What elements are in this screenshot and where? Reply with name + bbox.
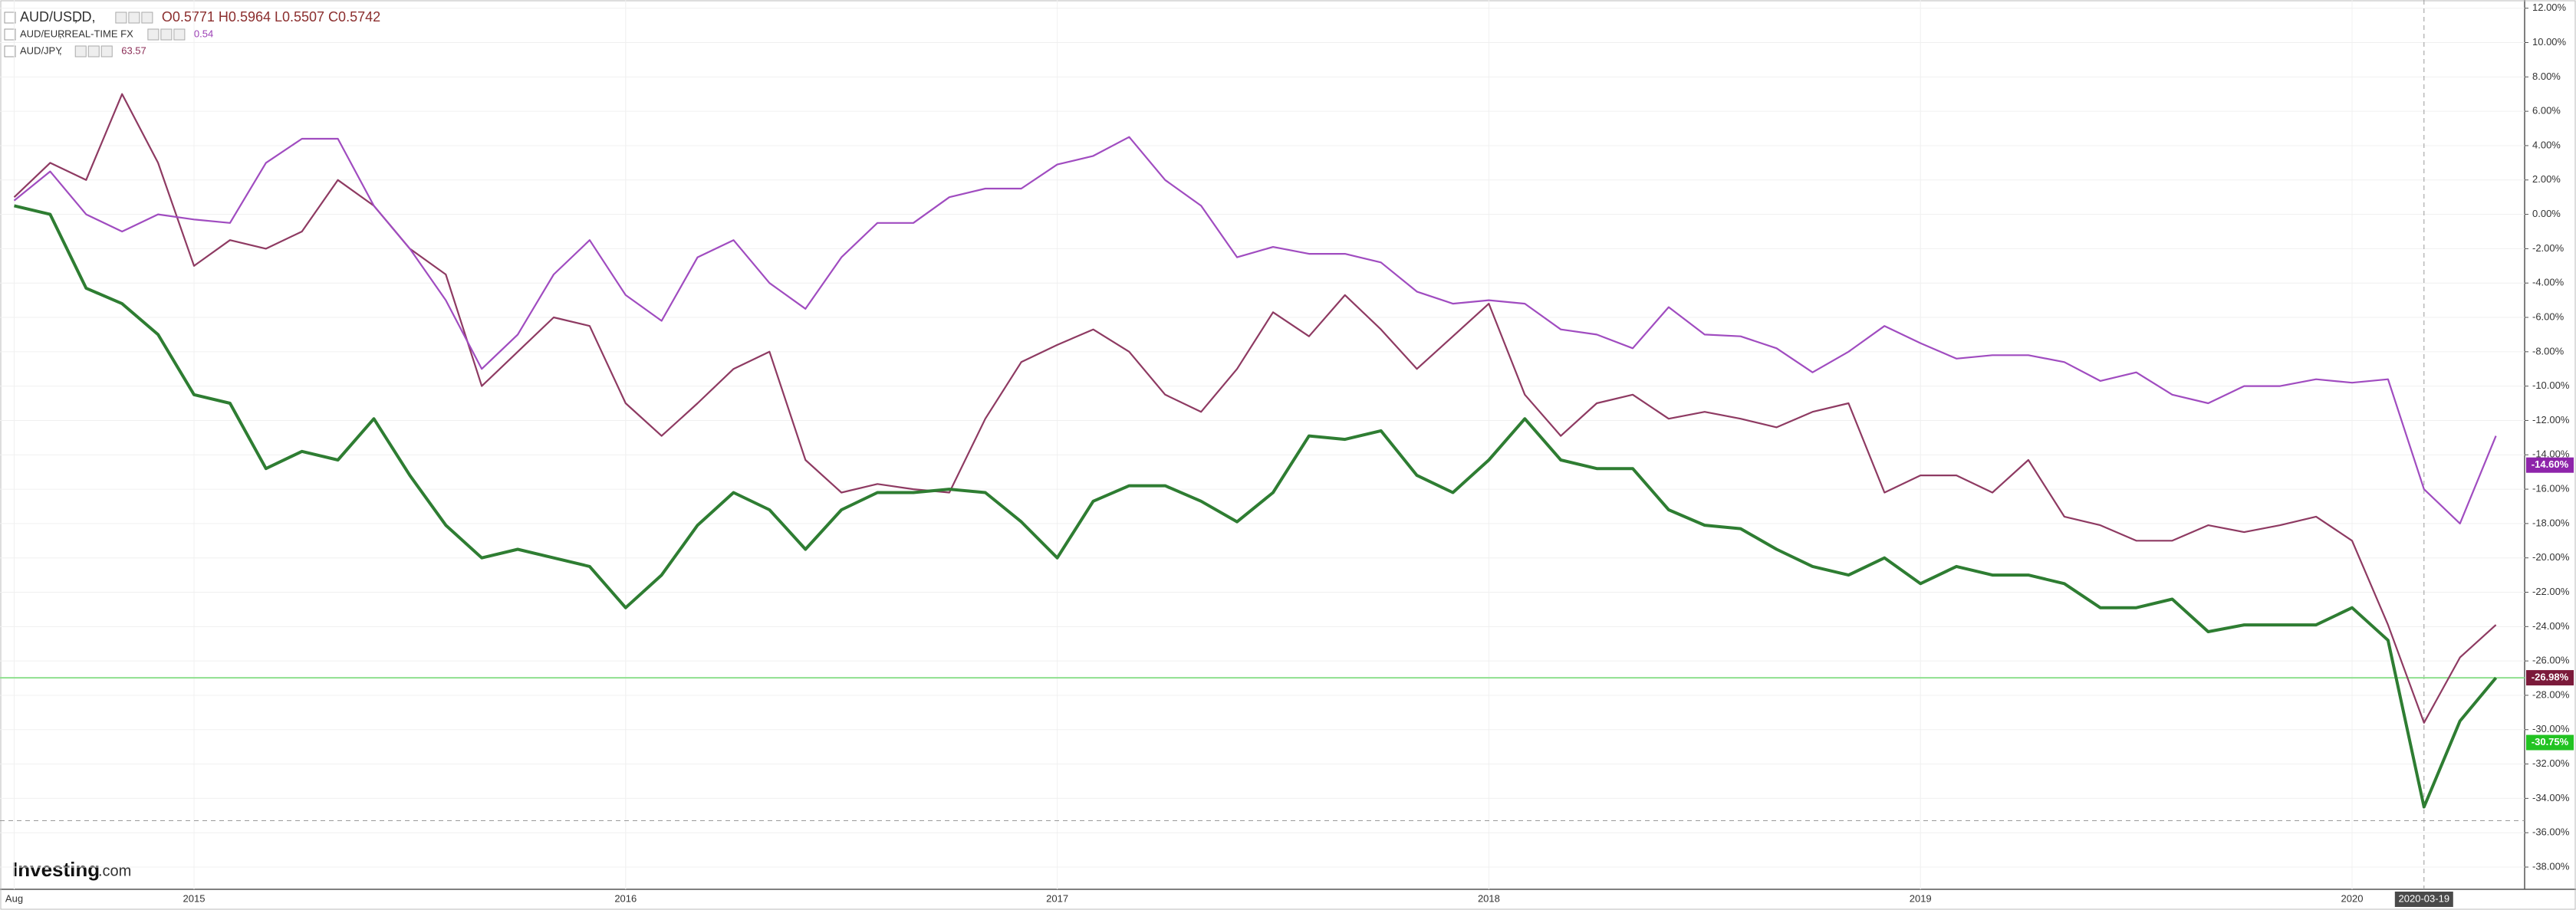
legend-detail: , REAL-TIME FX: [59, 28, 133, 39]
y-tick-label: -26.00%: [2532, 655, 2570, 666]
y-tick-label: 2.00%: [2532, 173, 2561, 185]
legend-value: 63.57: [121, 44, 146, 56]
y-tick-label: -34.00%: [2532, 792, 2570, 803]
y-tick-label: -6.00%: [2532, 310, 2564, 322]
legend-toggle: [4, 45, 16, 57]
crosshair-date-box: [2394, 892, 2453, 907]
y-tick-label: -14.00%: [2532, 448, 2570, 460]
legend-button[interactable]: [160, 28, 173, 41]
y-tick-label: 8.00%: [2532, 71, 2561, 82]
legend-value: 0.54: [194, 28, 213, 39]
legend-toggle: [4, 28, 16, 41]
y-tick-label: -8.00%: [2532, 345, 2564, 356]
legend-button[interactable]: [141, 11, 153, 24]
y-tick-label: -20.00%: [2532, 551, 2570, 563]
x-tick-label: 2019: [1910, 892, 1932, 904]
y-tick-label: -28.00%: [2532, 688, 2570, 700]
y-tick-label: -22.00%: [2532, 586, 2570, 597]
legend-name: AUD/USD: [20, 9, 82, 25]
legend-name: AUD/EUR: [20, 28, 65, 39]
legend-detail: , D,: [74, 9, 96, 25]
legend-button[interactable]: [128, 11, 140, 24]
y-tick-label: 12.00%: [2532, 2, 2567, 13]
legend-toggle: [4, 11, 16, 24]
x-tick-label: 2018: [1478, 892, 1500, 904]
y-tick-label: -18.00%: [2532, 517, 2570, 528]
legend-button[interactable]: [173, 28, 186, 41]
legend-button[interactable]: [100, 45, 113, 57]
y-tick-label: 10.00%: [2532, 36, 2567, 48]
x-tick-label: 2017: [1046, 892, 1068, 904]
legend-detail: ,: [59, 44, 62, 56]
y-tick-label: -10.00%: [2532, 379, 2570, 391]
x-tick-label: 2020: [2341, 892, 2364, 904]
y-tick-label: -4.00%: [2532, 277, 2564, 288]
legend-name: AUD/JPY: [20, 44, 62, 56]
y-tick-label: 6.00%: [2532, 105, 2561, 117]
y-tick-label: -12.00%: [2532, 414, 2570, 425]
y-tick-label: -16.00%: [2532, 483, 2570, 494]
crosshair-date: 2020-03-19: [2399, 892, 2450, 904]
price-label-box: [2526, 670, 2574, 686]
legend-button[interactable]: [87, 45, 100, 57]
legend: AUD/USD, D, O0.5771 H0.5964 L0.5507 C0.57…: [4, 9, 380, 57]
series-line: [13, 93, 2497, 724]
legend-button[interactable]: [147, 28, 160, 41]
price-label: -26.98%: [2532, 672, 2569, 683]
y-tick-label: -24.00%: [2532, 620, 2570, 632]
x-tick-label: Aug: [5, 892, 23, 904]
series-line: [14, 204, 2498, 809]
price-label: -14.60%: [2532, 458, 2569, 470]
price-label: -30.75%: [2532, 736, 2569, 747]
y-tick-label: -36.00%: [2532, 826, 2570, 838]
y-tick-label: -32.00%: [2532, 757, 2570, 769]
y-tick-label: -2.00%: [2532, 242, 2564, 254]
logo-suffix: .com: [98, 862, 131, 879]
x-tick-label: 2016: [614, 892, 637, 904]
logo-name: Investing: [12, 858, 100, 881]
series-line: [13, 136, 2497, 524]
legend-value: O0.5771 H0.5964 L0.5507 C0.5742: [162, 9, 380, 25]
price-label-box: [2526, 457, 2574, 473]
y-tick-label: 0.00%: [2532, 208, 2561, 219]
x-tick-label: 2015: [183, 892, 206, 904]
y-tick-label: -38.00%: [2532, 860, 2570, 872]
legend-button[interactable]: [115, 11, 127, 24]
price-label-box: [2526, 734, 2574, 751]
y-tick-label: -30.00%: [2532, 723, 2570, 734]
legend-button[interactable]: [74, 45, 87, 57]
y-tick-label: 4.00%: [2532, 139, 2561, 150]
